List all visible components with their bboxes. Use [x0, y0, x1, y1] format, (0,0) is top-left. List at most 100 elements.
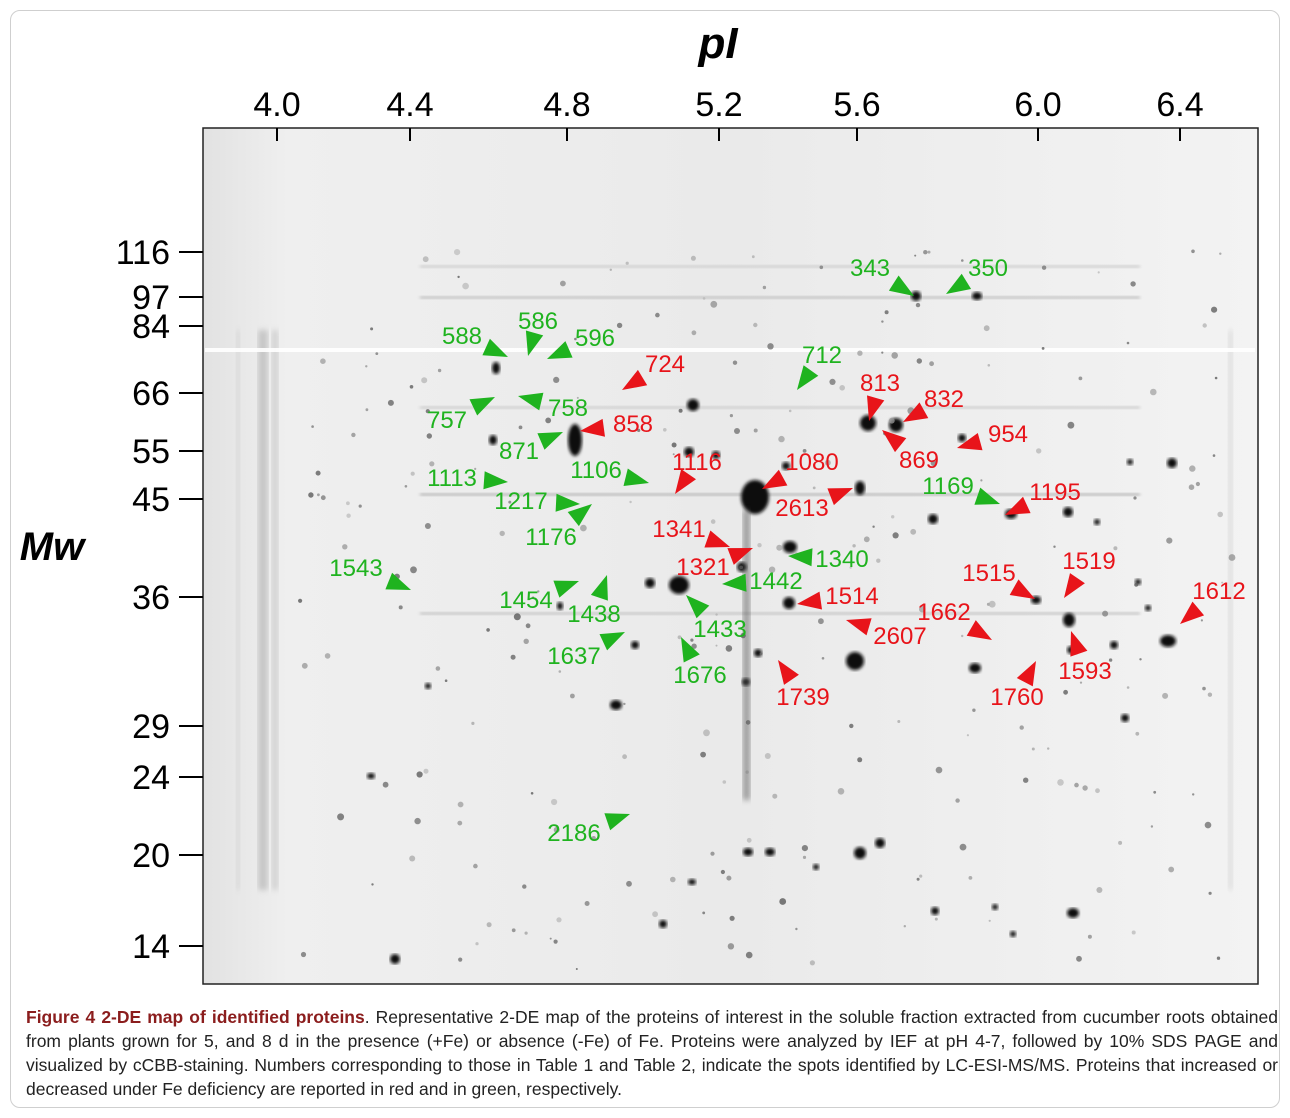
- protein-band: [420, 612, 1140, 615]
- protein-spot: [457, 801, 464, 808]
- protein-spot: [1202, 686, 1206, 691]
- protein-spot: [819, 265, 824, 270]
- y-tick-label: 20: [132, 837, 170, 875]
- protein-spot: [839, 385, 845, 391]
- x-tick-label: 5.6: [833, 86, 880, 124]
- spot-arrow-1340: [788, 548, 813, 567]
- lane-streak: [272, 330, 278, 890]
- spot-label-1637: 1637: [547, 643, 600, 670]
- spot-arrow-1169: [974, 487, 1000, 505]
- protein-spot: [1204, 821, 1212, 829]
- protein-spot: [553, 826, 560, 833]
- protein-spot: [370, 327, 374, 331]
- protein-spot: [1134, 583, 1139, 587]
- protein-spot: [802, 855, 807, 860]
- protein-spot: [457, 275, 460, 279]
- protein-spot: [729, 414, 734, 418]
- protein-spot: [783, 541, 797, 553]
- protein-spot: [1041, 265, 1047, 270]
- protein-spot: [556, 917, 562, 923]
- protein-spot: [739, 565, 743, 570]
- spot-arrow-1116: [675, 469, 696, 494]
- protein-spot: [992, 904, 998, 910]
- y-tick-label: 97: [132, 279, 170, 317]
- protein-spot: [549, 937, 552, 940]
- spot-arrow-1080: [762, 469, 788, 489]
- protein-spot: [1067, 908, 1079, 918]
- protein-spot: [1212, 454, 1216, 457]
- protein-spot: [1063, 613, 1075, 627]
- protein-spot: [404, 485, 408, 488]
- spot-label-1760: 1760: [990, 684, 1043, 711]
- spot-label-1514: 1514: [825, 583, 878, 610]
- protein-spot: [691, 643, 697, 649]
- protein-spot: [759, 652, 763, 656]
- lane-streak: [1228, 330, 1233, 890]
- protein-spot: [1150, 825, 1154, 828]
- protein-spot: [537, 590, 540, 593]
- protein-spot: [365, 408, 369, 412]
- spot-arrow-1321: [727, 548, 753, 565]
- protein-spot: [1228, 554, 1236, 561]
- protein-spot: [371, 883, 374, 886]
- protein-spot: [988, 919, 991, 922]
- protein-spot: [1167, 458, 1177, 468]
- x-axis: 4.0 4.4 4.8 5.2 5.6 6.0 6.4: [253, 86, 1204, 141]
- lane-streak: [258, 330, 268, 890]
- protein-spot: [637, 428, 641, 432]
- spot-label-343: 343: [850, 255, 890, 282]
- protein-spot: [915, 302, 921, 308]
- protein-spot: [872, 525, 875, 528]
- spot-arrow-1612: [1180, 601, 1205, 624]
- spot-label-1519: 1519: [1062, 548, 1115, 575]
- protein-spot: [821, 657, 825, 660]
- protein-spot: [888, 417, 895, 424]
- spot-arrow-1113: [483, 471, 508, 490]
- protein-spot: [690, 255, 696, 261]
- spot-label-1080: 1080: [785, 449, 838, 476]
- protein-spot: [1217, 511, 1223, 518]
- streak: [743, 510, 750, 800]
- protein-spot: [678, 408, 683, 413]
- spot-arrow-869: [882, 430, 907, 453]
- protein-spot: [1162, 692, 1169, 699]
- protein-spot: [414, 817, 421, 825]
- protein-spot: [1160, 635, 1176, 647]
- spot-arrow-586: [525, 330, 544, 356]
- protein-spot: [930, 460, 937, 466]
- protein-spot: [818, 618, 824, 625]
- spot-arrow-757: [469, 397, 495, 416]
- protein-spot: [1139, 658, 1142, 661]
- protein-spot: [767, 343, 774, 350]
- spot-label-586: 586: [518, 308, 558, 335]
- spot-label-757: 757: [427, 407, 467, 434]
- spot-arrow-1514: [797, 591, 822, 610]
- protein-spot: [435, 666, 441, 671]
- spot-label-712: 712: [802, 342, 842, 369]
- spot-label-724: 724: [645, 351, 685, 378]
- protein-spot: [416, 771, 423, 778]
- protein-spot: [754, 649, 762, 657]
- protein-spot: [510, 654, 516, 660]
- spot-label-758: 758: [548, 395, 588, 422]
- protein-spot: [1168, 866, 1175, 873]
- spot-arrow-1106: [623, 468, 649, 486]
- protein-spot: [1063, 507, 1073, 517]
- y-axis-title: Mw: [20, 525, 87, 569]
- protein-spot: [342, 544, 348, 550]
- protein-spot: [703, 729, 710, 737]
- x-tick-label: 4.8: [543, 86, 590, 124]
- spot-arrow-1739: [778, 660, 799, 685]
- protein-spot: [553, 939, 558, 944]
- protein-spot: [1192, 793, 1195, 796]
- protein-spot: [410, 471, 415, 476]
- caption-title: Figure 4 2-DE map of identified proteins: [26, 1007, 365, 1027]
- protein-spot: [688, 879, 696, 885]
- protein-spot: [1126, 686, 1130, 689]
- x-tick-label: 6.4: [1156, 86, 1203, 124]
- spot-label-1113: 1113: [427, 465, 477, 492]
- protein-spot: [778, 435, 785, 443]
- protein-spot: [609, 268, 612, 271]
- spot-arrow-588: [482, 338, 508, 357]
- protein-spot: [764, 753, 771, 759]
